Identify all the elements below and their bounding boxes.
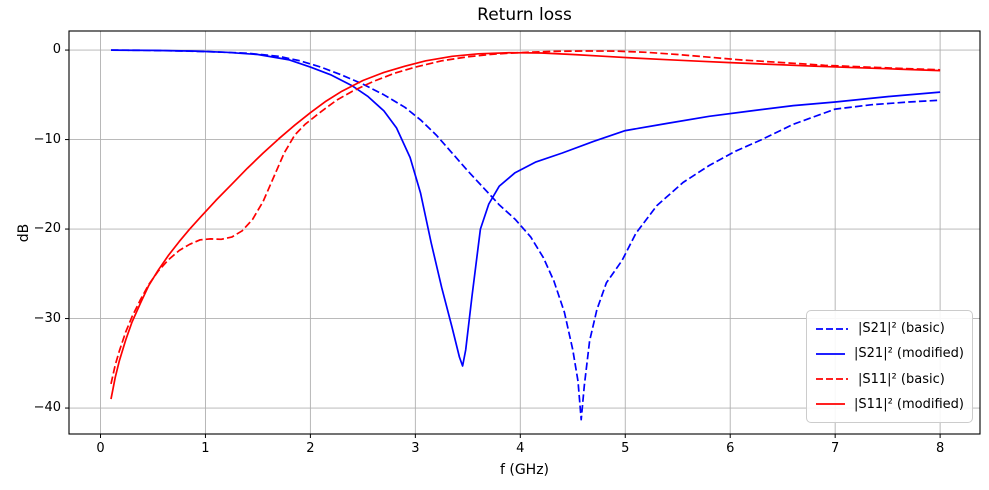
y-tick-label: −20 — [33, 221, 61, 237]
legend-label: |S11|² (modified) — [854, 396, 964, 412]
chart-title: Return loss — [477, 5, 572, 25]
legend-item: |S11|² (modified) — [815, 397, 964, 412]
legend-dashed-line-swatch — [816, 327, 848, 330]
plot-border — [68, 30, 981, 435]
y-tick-label: −10 — [33, 131, 61, 147]
series-line-1 — [110, 49, 941, 367]
legend-label: |S21|² (basic) — [858, 321, 945, 337]
x-tick-label: 0 — [96, 441, 105, 456]
legend-item: |S21|² (modified) — [815, 346, 964, 361]
legend-item: |S21|² (basic) — [815, 321, 964, 336]
legend-solid-line-swatch — [816, 352, 846, 355]
y-tick-label: −30 — [33, 310, 61, 326]
x-tick-label: 4 — [516, 441, 525, 456]
legend: |S21|² (basic) |S21|² (modified) |S11|² (b… — [806, 310, 973, 423]
x-tick-label: 7 — [831, 441, 840, 456]
legend-label: |S11|² (basic) — [858, 371, 945, 387]
x-tick-label: 1 — [201, 441, 210, 456]
legend-solid-line-swatch — [816, 403, 846, 406]
series-line-0 — [110, 49, 941, 421]
legend-label: |S21|² (modified) — [854, 346, 964, 362]
legend-dashed-line-swatch — [816, 378, 848, 381]
x-tick-label: 2 — [306, 441, 315, 456]
x-tick-label: 8 — [935, 441, 945, 456]
x-tick-label: 6 — [726, 441, 735, 456]
series-line-3 — [110, 51, 941, 400]
legend-item: |S11|² (basic) — [815, 372, 964, 387]
x-tick-label: 5 — [621, 441, 630, 456]
x-tick-label: 3 — [411, 441, 420, 456]
y-tick-label: 0 — [52, 42, 61, 58]
x-axis-label: f (GHz) — [499, 462, 550, 478]
y-tick-label: −40 — [33, 400, 61, 416]
